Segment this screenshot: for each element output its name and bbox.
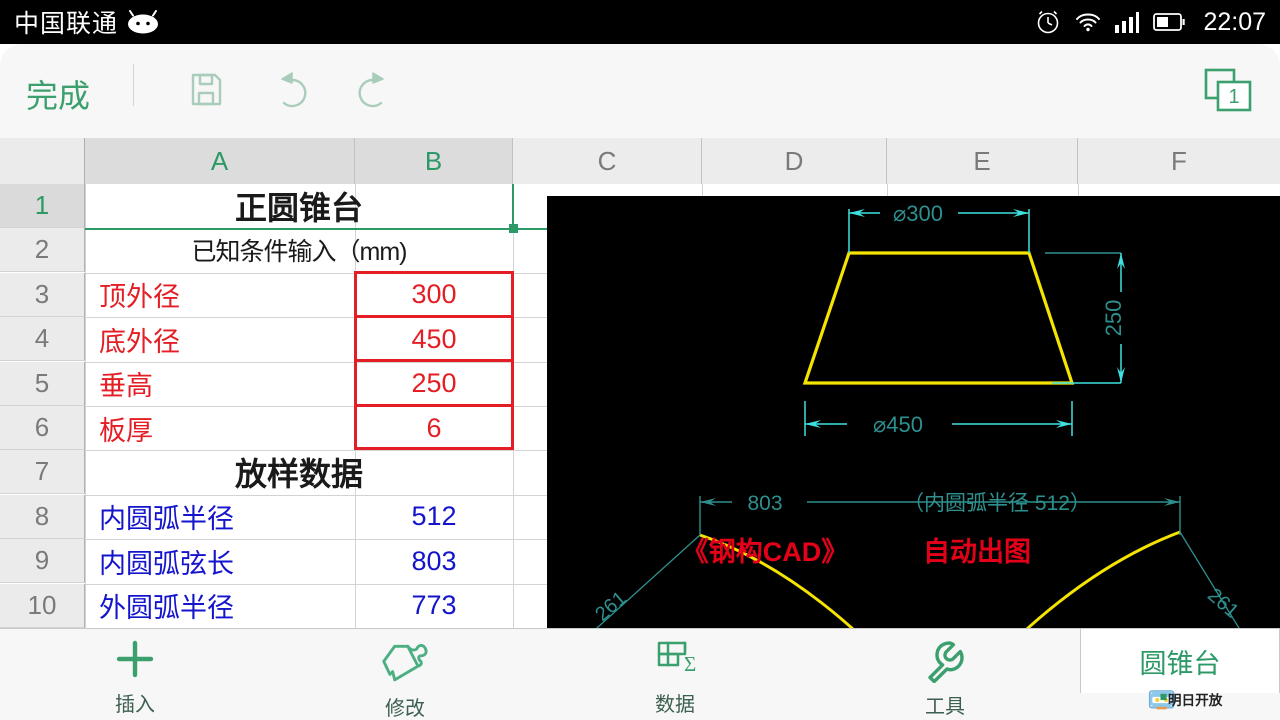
svg-text:⌀300: ⌀300 xyxy=(893,201,943,226)
svg-text:Σ: Σ xyxy=(684,652,696,676)
svg-text:自动出图: 自动出图 xyxy=(923,536,1031,567)
svg-text:1: 1 xyxy=(1228,86,1239,108)
svg-text:明日开放中: 明日开放中 xyxy=(1168,692,1223,708)
svg-text:803: 803 xyxy=(747,492,782,515)
svg-text:250: 250 xyxy=(1101,300,1126,337)
svg-text:261: 261 xyxy=(591,587,631,625)
svg-text:《钢构CAD》: 《钢构CAD》 xyxy=(682,537,849,567)
svg-text:261: 261 xyxy=(1203,584,1243,622)
svg-text:（内圆弧半径 512）: （内圆弧半径 512） xyxy=(903,492,1091,515)
svg-text:⌀450: ⌀450 xyxy=(873,412,923,437)
